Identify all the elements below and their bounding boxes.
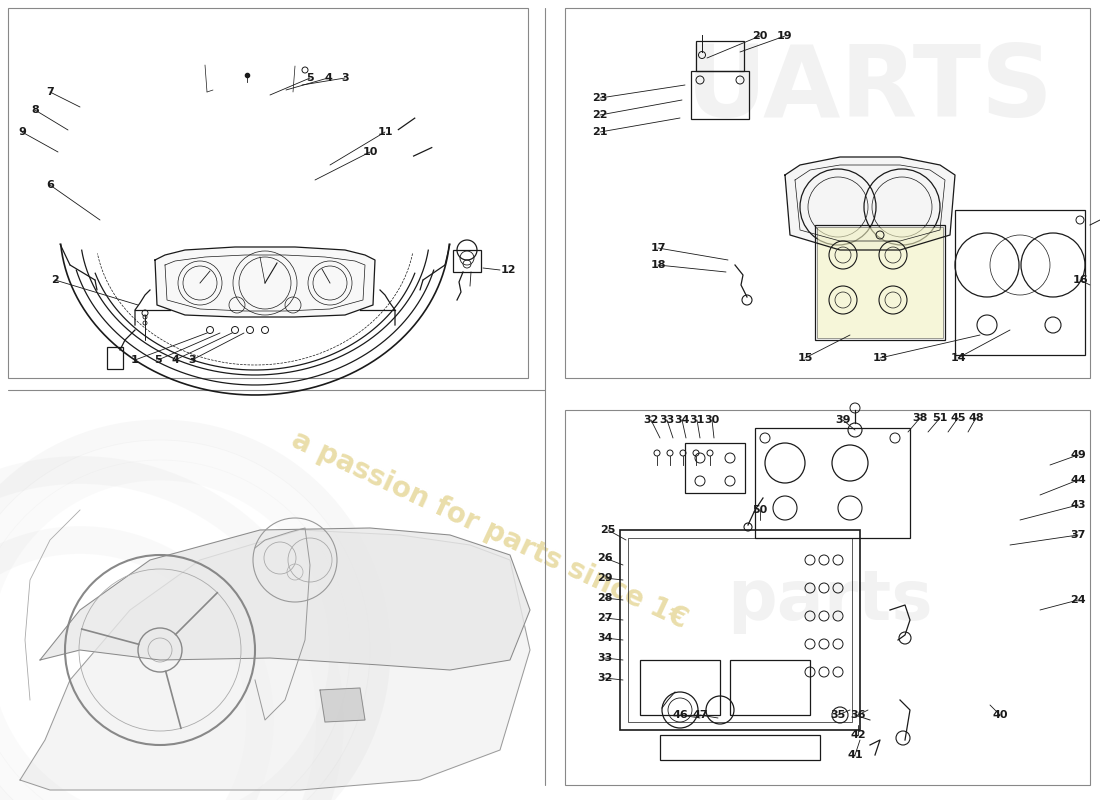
Text: 11: 11: [377, 127, 393, 137]
Text: 32: 32: [597, 673, 613, 683]
Text: 15: 15: [798, 353, 813, 363]
Text: 42: 42: [850, 730, 866, 740]
Bar: [107, 347, 123, 369]
Text: 34: 34: [674, 415, 690, 425]
Bar: [660, 735, 820, 760]
Text: 46: 46: [672, 710, 688, 720]
Bar: [565, 8, 1090, 378]
Text: 45: 45: [950, 413, 966, 423]
Text: 36: 36: [850, 710, 866, 720]
Text: 38: 38: [912, 413, 927, 423]
Text: 50: 50: [752, 505, 768, 515]
Text: 20: 20: [752, 31, 768, 41]
Text: 4: 4: [324, 73, 332, 83]
Text: 17: 17: [650, 243, 666, 253]
Text: 16: 16: [1072, 275, 1088, 285]
Text: 19: 19: [778, 31, 793, 41]
Text: 33: 33: [597, 653, 613, 663]
Text: 26: 26: [597, 553, 613, 563]
Text: 18: 18: [650, 260, 666, 270]
Polygon shape: [155, 247, 375, 317]
Bar: [685, 443, 745, 493]
Text: 30: 30: [704, 415, 719, 425]
Text: UARTS: UARTS: [686, 42, 1054, 138]
Text: 40: 40: [992, 710, 1008, 720]
Text: parts: parts: [727, 566, 933, 634]
Polygon shape: [40, 528, 530, 670]
Text: 6: 6: [46, 180, 54, 190]
Text: 14: 14: [950, 353, 966, 363]
Text: 25: 25: [601, 525, 616, 535]
Text: 39: 39: [835, 415, 850, 425]
Text: 49: 49: [1070, 450, 1086, 460]
Text: 12: 12: [500, 265, 516, 275]
Text: 8: 8: [31, 105, 38, 115]
Text: 27: 27: [597, 613, 613, 623]
Bar: [640, 660, 720, 715]
Text: 24: 24: [1070, 595, 1086, 605]
Text: 51: 51: [933, 413, 948, 423]
Bar: [955, 210, 1085, 355]
Text: 1: 1: [131, 355, 139, 365]
Text: 31: 31: [690, 415, 705, 425]
Bar: [815, 225, 945, 340]
Text: 37: 37: [1070, 530, 1086, 540]
Text: 29: 29: [597, 573, 613, 583]
Text: 41: 41: [847, 750, 862, 760]
Bar: [453, 250, 481, 272]
Text: 5: 5: [306, 73, 313, 83]
Text: 44: 44: [1070, 475, 1086, 485]
Text: 3: 3: [341, 73, 349, 83]
Polygon shape: [320, 688, 365, 722]
Text: 4: 4: [172, 355, 179, 365]
Text: a passion for parts since 1€: a passion for parts since 1€: [287, 426, 693, 634]
Text: 2: 2: [51, 275, 59, 285]
Text: 47: 47: [692, 710, 707, 720]
Bar: [628, 538, 852, 722]
Text: 32: 32: [644, 415, 659, 425]
Text: 48: 48: [968, 413, 983, 423]
Text: 10: 10: [362, 147, 377, 157]
Text: 43: 43: [1070, 500, 1086, 510]
Bar: [755, 428, 910, 538]
Text: 9: 9: [18, 127, 26, 137]
Polygon shape: [20, 530, 530, 790]
Text: 23: 23: [592, 93, 607, 103]
Bar: [696, 41, 744, 71]
Text: 13: 13: [872, 353, 888, 363]
Bar: [730, 660, 810, 715]
Text: 21: 21: [592, 127, 607, 137]
Text: 33: 33: [659, 415, 674, 425]
Text: 7: 7: [46, 87, 54, 97]
Bar: [817, 227, 943, 338]
Text: 34: 34: [597, 633, 613, 643]
Text: 5: 5: [154, 355, 162, 365]
Text: 22: 22: [592, 110, 607, 120]
Text: 28: 28: [597, 593, 613, 603]
Polygon shape: [785, 157, 955, 250]
Text: 35: 35: [830, 710, 846, 720]
Bar: [8, 8, 528, 378]
Text: 3: 3: [188, 355, 196, 365]
Bar: [691, 71, 749, 119]
Bar: [565, 410, 1090, 785]
Bar: [620, 530, 860, 730]
